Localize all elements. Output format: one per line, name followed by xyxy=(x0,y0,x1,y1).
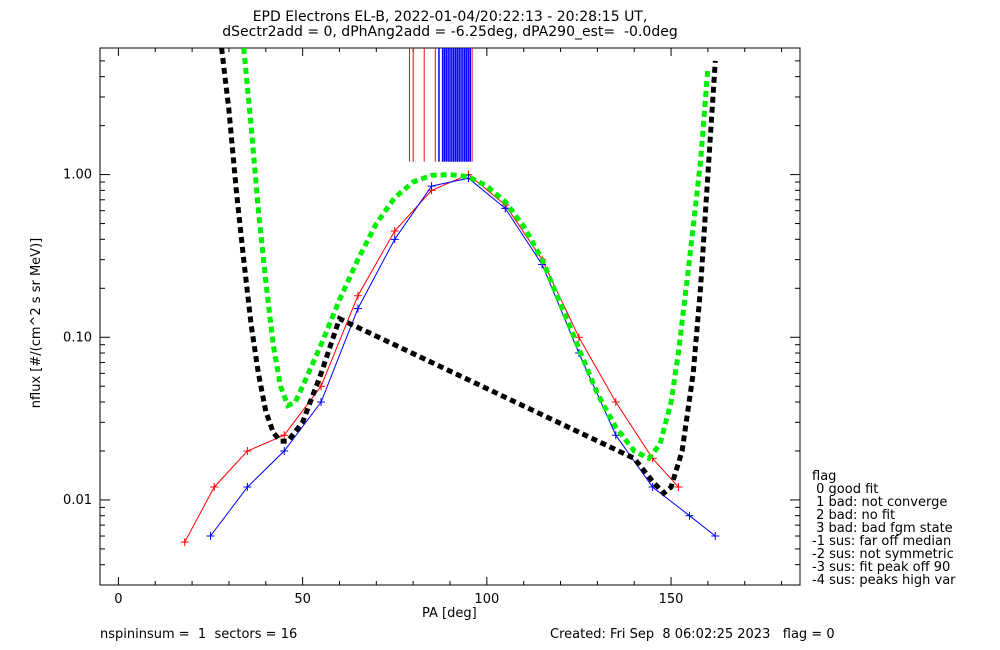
legend-title: flag xyxy=(812,469,837,484)
data-point xyxy=(611,397,620,406)
data-point xyxy=(317,397,326,406)
data-point xyxy=(210,483,219,492)
data-point xyxy=(611,431,620,440)
data-point xyxy=(280,446,289,455)
legend-item: -3 sus: fit peak off 90 xyxy=(812,560,951,575)
x-axis-label: PA [deg] xyxy=(422,606,477,621)
data-point xyxy=(280,431,289,440)
data-point xyxy=(353,291,362,300)
legend-item: -4 sus: peaks high var xyxy=(812,573,956,588)
data-point xyxy=(574,333,583,342)
legend-item: -2 sus: not symmetric xyxy=(812,547,954,562)
y-tick-label: 1.00 xyxy=(63,168,92,183)
chart-title-line-2: dSectr2add = 0, dPhAng2add = -6.25deg, d… xyxy=(222,24,678,40)
data-point xyxy=(711,532,720,541)
legend-item: 1 bad: not converge xyxy=(812,495,948,510)
y-tick-label: 0.10 xyxy=(63,330,92,345)
data-point xyxy=(206,532,215,541)
data-point xyxy=(243,483,252,492)
data-point xyxy=(685,511,694,520)
data-point xyxy=(353,304,362,313)
data-point xyxy=(390,227,399,236)
legend-item: 2 bad: no fit xyxy=(812,508,896,523)
chart-title-line-1: EPD Electrons EL-B, 2022-01-04/20:22:13 … xyxy=(252,9,648,25)
y-axis-label: nflux [#/(cm^2 s sr MeV)] xyxy=(29,237,44,409)
x-tick-label: 150 xyxy=(659,592,684,607)
x-tick-label: 50 xyxy=(294,592,311,607)
data-point xyxy=(674,483,683,492)
y-tick-label: 0.01 xyxy=(63,493,92,508)
x-tick-label: 100 xyxy=(474,592,499,607)
data-point xyxy=(427,182,436,191)
legend-item: -1 sus: far off median xyxy=(812,534,952,549)
footer-right: Created: Fri Sep 8 06:02:25 2023 flag = … xyxy=(550,627,835,642)
legend-item: 0 good fit xyxy=(812,482,879,497)
series-line-1 xyxy=(210,177,716,537)
series-line-3 xyxy=(219,48,718,497)
x-tick-label: 0 xyxy=(114,592,122,607)
data-point xyxy=(180,538,189,547)
series-line-2 xyxy=(241,48,711,462)
data-point xyxy=(243,446,252,455)
footer-left: nspininsum = 1 sectors = 16 xyxy=(100,627,298,642)
legend-item: 3 bad: bad fgm state xyxy=(812,521,953,536)
data-point xyxy=(390,235,399,244)
